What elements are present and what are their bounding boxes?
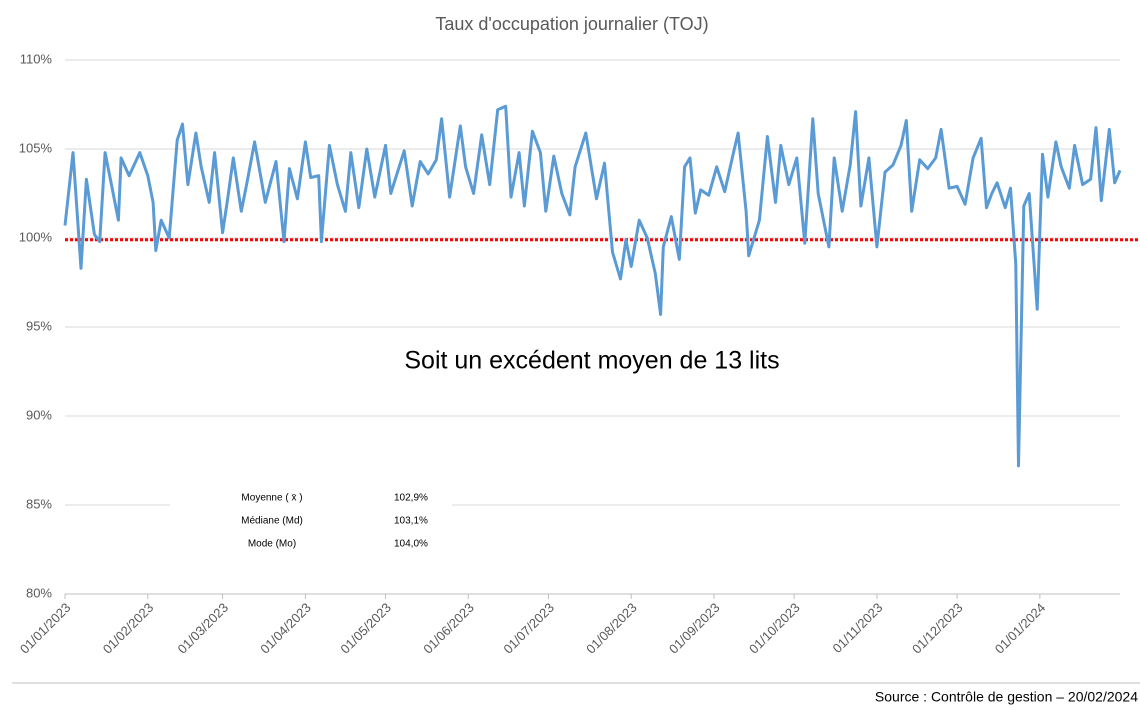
stats-box <box>170 484 452 556</box>
y-tick-label: 110% <box>20 51 53 66</box>
x-tick-label: 01/07/2023 <box>500 600 557 657</box>
annotation: Soit un excédent moyen de 13 lits <box>404 347 779 375</box>
x-tick-label: 01/02/2023 <box>100 600 157 657</box>
stat-label: Mode (Mo) <box>248 539 296 550</box>
x-tick-label: 01/05/2023 <box>337 600 394 657</box>
y-tick-label: 85% <box>26 496 52 511</box>
y-tick-label: 105% <box>19 140 53 155</box>
x-tick-label: 01/09/2023 <box>666 600 723 657</box>
x-tick-label: 01/06/2023 <box>420 600 477 657</box>
y-tick-label: 95% <box>26 318 52 333</box>
stat-label: Médiane (Md) <box>241 516 303 527</box>
x-tick-label: 01/01/2024 <box>992 600 1049 657</box>
x-tick-label: 01/11/2023 <box>830 600 886 656</box>
y-tick-label: 100% <box>19 229 53 244</box>
x-tick-label: 01/08/2023 <box>583 600 640 657</box>
y-tick-label: 80% <box>26 585 52 600</box>
plot-area <box>63 104 1140 468</box>
stat-label: Moyenne ( x̄ ) <box>241 493 302 504</box>
y-tick-label: 90% <box>26 407 52 422</box>
x-tick-label: 01/10/2023 <box>746 600 803 657</box>
source: Source : Contrôle de gestion – 20/02/202… <box>875 689 1138 705</box>
stat-value: 104,0% <box>394 539 428 550</box>
series-line <box>63 104 1122 468</box>
x-tick-label: 01/03/2023 <box>175 600 232 657</box>
x-tick-label: 01/04/2023 <box>257 600 314 657</box>
stat-value: 103,1% <box>394 516 428 527</box>
chart-title: Taux d'occupation journalier (TOJ) <box>435 14 708 34</box>
stats-table: Moyenne ( x̄ ) 102,9% Médiane (Md) 103,1% Mo… <box>241 493 428 550</box>
x-tick-label: 01/12/2023 <box>909 600 966 657</box>
x-tick-label: 01/01/2023 <box>17 600 74 657</box>
stat-value: 102,9% <box>394 493 428 504</box>
